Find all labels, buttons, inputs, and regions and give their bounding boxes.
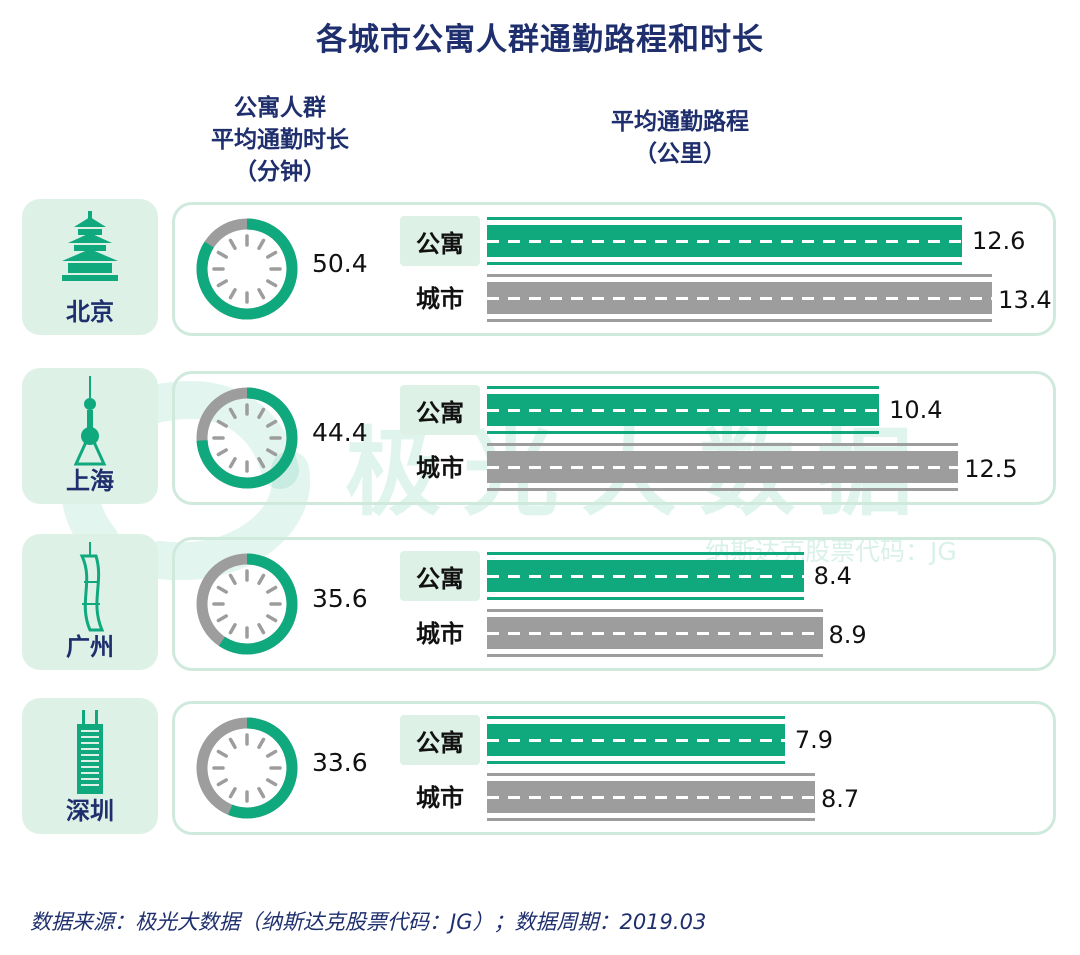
bar-body <box>487 560 804 592</box>
bar-edge <box>487 488 959 491</box>
bar-body <box>487 724 785 756</box>
distance-header-line: （公里） <box>634 141 726 167</box>
bar-edge <box>487 773 815 776</box>
commute-clock-icon <box>196 218 298 320</box>
duration-arc <box>196 218 298 320</box>
city-card: 北京 <box>22 199 158 335</box>
apartment-bar <box>487 716 785 764</box>
commute-clock-icon <box>196 717 298 819</box>
bar-edge <box>487 716 785 719</box>
distance-header: 平均通勤路程 （公里） <box>560 106 800 170</box>
bar-edge <box>487 431 880 434</box>
bar-body <box>487 225 963 257</box>
apartment-distance-label: 8.4 <box>813 562 852 590</box>
apartment-label: 公寓 <box>400 551 480 601</box>
commute-minutes-label: 33.6 <box>312 748 368 777</box>
bar-edge <box>487 552 804 555</box>
city-bar <box>487 609 823 657</box>
city-label: 城市 <box>416 783 464 812</box>
commute-clock-icon <box>196 387 298 489</box>
duration-arc <box>196 553 298 655</box>
city-label: 城市 <box>416 284 464 313</box>
commute-minutes-label: 44.4 <box>312 418 368 447</box>
bar-edge <box>487 443 959 446</box>
duration-header-line: 公寓人群 <box>234 95 326 121</box>
apartment-distance-label: 12.6 <box>972 227 1026 255</box>
apartment-distance-label: 10.4 <box>889 396 943 424</box>
bar-body <box>487 451 959 483</box>
duration-arc <box>196 717 298 819</box>
apartment-distance-label: 7.9 <box>794 726 833 754</box>
distance-header-line: 平均通勤路程 <box>611 109 749 135</box>
apartment-label: 公寓 <box>400 385 480 435</box>
duration-header-line: （分钟） <box>234 159 326 185</box>
city-card: 广州 <box>22 534 158 670</box>
apartment-label: 公寓 <box>400 715 480 765</box>
bar-body <box>487 394 880 426</box>
city-card: 深圳 <box>22 698 158 834</box>
oriental-pearl-tower-icon <box>73 376 107 466</box>
city-name: 北京 <box>66 298 114 326</box>
city-distance-label: 12.5 <box>964 455 1018 483</box>
commute-minutes-label: 35.6 <box>312 584 368 613</box>
city-label: 城市 <box>416 619 464 648</box>
city-distance-label: 8.9 <box>828 621 867 649</box>
city-card: 上海 <box>22 368 158 504</box>
duration-header: 公寓人群 平均通勤时长 （分钟） <box>160 92 400 188</box>
city-bar <box>487 274 993 322</box>
bar-edge <box>487 597 804 600</box>
city-name: 上海 <box>66 467 114 495</box>
canton-tower-icon <box>79 542 105 632</box>
bar-body <box>487 781 815 813</box>
city-row-panel <box>172 537 1056 671</box>
bar-body <box>487 617 823 649</box>
commute-minutes-label: 50.4 <box>312 249 368 278</box>
city-distance-label: 13.4 <box>998 286 1052 314</box>
bar-edge <box>487 609 823 612</box>
apartment-bar <box>487 552 804 600</box>
city-name: 广州 <box>66 633 114 661</box>
bar-edge <box>487 274 993 277</box>
city-bar <box>487 443 959 491</box>
source-note: 数据来源：极光大数据（纳斯达克股票代码：JG）；数据周期：2019.03 <box>30 910 707 934</box>
city-label: 城市 <box>416 453 464 482</box>
duration-arc <box>196 387 298 489</box>
chart-title: 各城市公寓人群通勤路程和时长 <box>316 22 764 58</box>
bar-body <box>487 282 993 314</box>
city-name: 深圳 <box>66 797 114 825</box>
bar-edge <box>487 217 963 220</box>
bar-edge <box>487 818 815 821</box>
bar-edge <box>487 319 993 322</box>
city-row-panel <box>172 701 1056 835</box>
city-distance-label: 8.7 <box>820 785 860 813</box>
apartment-bar <box>487 217 963 265</box>
city-row-panel <box>172 202 1056 336</box>
bar-edge <box>487 761 785 764</box>
temple-of-heaven-icon <box>62 211 118 281</box>
duration-header-line: 平均通勤时长 <box>211 127 349 153</box>
bar-edge <box>487 654 823 657</box>
city-row-panel <box>172 371 1056 505</box>
commute-clock-icon <box>196 553 298 655</box>
bar-edge <box>487 386 880 389</box>
bar-edge <box>487 262 963 265</box>
skyscraper-icon <box>77 710 103 794</box>
apartment-label: 公寓 <box>400 216 480 266</box>
apartment-bar <box>487 386 880 434</box>
city-bar <box>487 773 815 821</box>
